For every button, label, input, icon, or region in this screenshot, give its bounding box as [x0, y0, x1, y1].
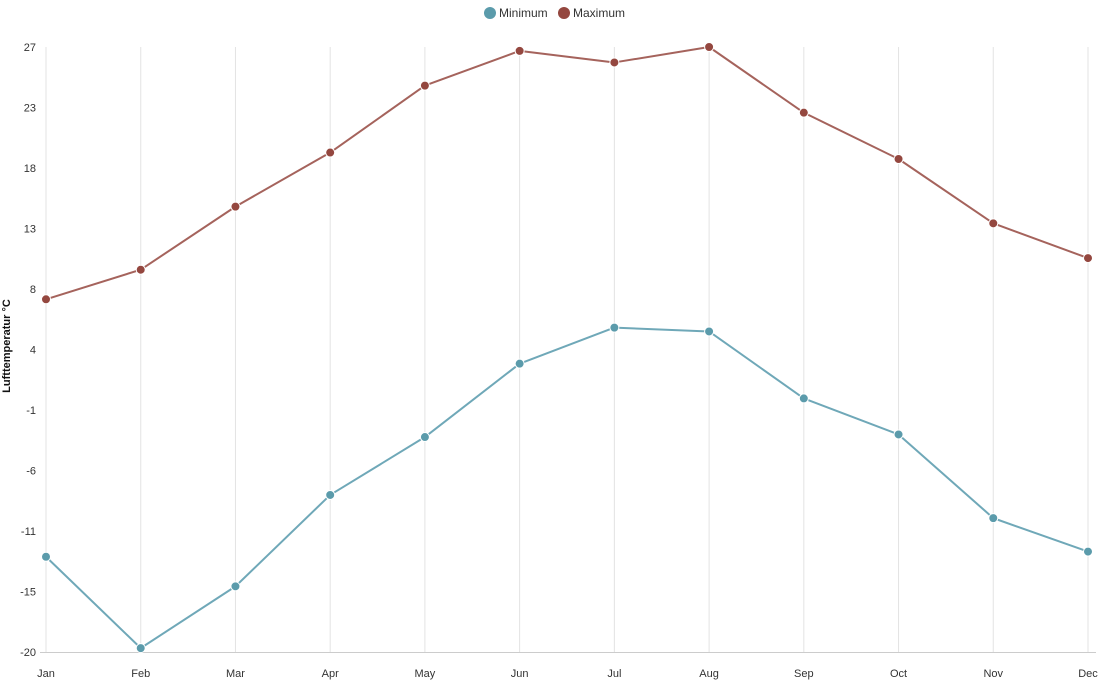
data-point-maximum-mar[interactable] — [230, 201, 241, 212]
series-group — [41, 42, 1093, 654]
data-point-minimum-sep[interactable] — [798, 393, 809, 404]
x-tick-label: Jul — [607, 668, 621, 680]
series-minimum — [41, 322, 1093, 654]
data-point-minimum-jun[interactable] — [514, 358, 525, 369]
data-point-minimum-mar[interactable] — [230, 581, 241, 592]
data-point-maximum-dec[interactable] — [1083, 253, 1093, 264]
grid — [40, 47, 1096, 653]
legend-label: Maximum — [573, 6, 625, 20]
y-tick-label: 8 — [30, 284, 36, 296]
x-tick-label: Dec — [1078, 668, 1098, 680]
data-point-minimum-aug[interactable] — [704, 326, 715, 337]
series-maximum — [41, 42, 1093, 305]
legend-marker-icon — [484, 7, 496, 19]
legend: Minimum Maximum — [484, 6, 625, 20]
x-tick-label: Oct — [890, 668, 907, 680]
series-line-maximum — [45, 46, 1089, 301]
y-tick-label: 23 — [24, 103, 36, 115]
data-point-minimum-jul[interactable] — [609, 322, 620, 333]
y-tick-label: 27 — [24, 42, 36, 54]
data-point-minimum-dec[interactable] — [1083, 546, 1093, 557]
y-tick-label: -11 — [21, 526, 36, 538]
x-tick-label: Jan — [37, 668, 55, 680]
data-point-minimum-oct[interactable] — [893, 429, 904, 440]
x-tick-label: Mar — [226, 668, 245, 680]
y-tick-label: -6 — [26, 466, 36, 478]
data-point-maximum-aug[interactable] — [704, 42, 715, 52]
y-tick-label: 13 — [24, 224, 36, 236]
y-axis-title: Lufttemperatur °C — [1, 299, 13, 393]
data-point-maximum-sep[interactable] — [798, 107, 809, 118]
data-point-maximum-apr[interactable] — [325, 147, 336, 158]
x-tick-label: Sep — [794, 668, 814, 680]
x-tick-label: May — [415, 668, 436, 680]
data-point-minimum-may[interactable] — [419, 432, 430, 443]
y-tick-label: -1 — [26, 405, 36, 417]
x-tick-label: Feb — [131, 668, 150, 680]
y-tick-label: 18 — [24, 163, 36, 175]
legend-label: Minimum — [499, 6, 548, 20]
y-tick-label: -15 — [20, 587, 36, 599]
x-tick-label: Aug — [699, 668, 719, 680]
y-tick-label: -20 — [20, 647, 36, 659]
data-point-maximum-may[interactable] — [419, 80, 430, 91]
data-point-minimum-jan[interactable] — [41, 551, 51, 562]
data-point-maximum-feb[interactable] — [135, 264, 146, 275]
y-tick-label: 4 — [30, 345, 36, 357]
y-axis-ticks: 27 23 18 13 8 4 -1 -6 -11 -15 -20 — [20, 42, 36, 659]
data-point-maximum-jul[interactable] — [609, 57, 620, 68]
legend-item-maximum[interactable]: Maximum — [558, 6, 625, 20]
data-point-minimum-feb[interactable] — [135, 643, 146, 654]
data-point-minimum-nov[interactable] — [988, 513, 999, 524]
x-tick-label: Jun — [511, 668, 529, 680]
x-axis-ticks: Jan Feb Mar Apr May Jun Jul Aug Sep Oct Nov Dec — [37, 668, 1098, 680]
data-point-maximum-oct[interactable] — [893, 153, 904, 164]
x-tick-label: Nov — [983, 668, 1003, 680]
data-point-minimum-apr[interactable] — [325, 489, 336, 500]
series-line-minimum — [45, 326, 1089, 650]
data-point-maximum-jan[interactable] — [41, 294, 51, 305]
data-point-maximum-jun[interactable] — [514, 45, 525, 56]
data-point-maximum-nov[interactable] — [988, 218, 999, 229]
x-tick-label: Apr — [322, 668, 339, 680]
legend-marker-icon — [558, 7, 570, 19]
legend-item-minimum[interactable]: Minimum — [484, 6, 548, 20]
